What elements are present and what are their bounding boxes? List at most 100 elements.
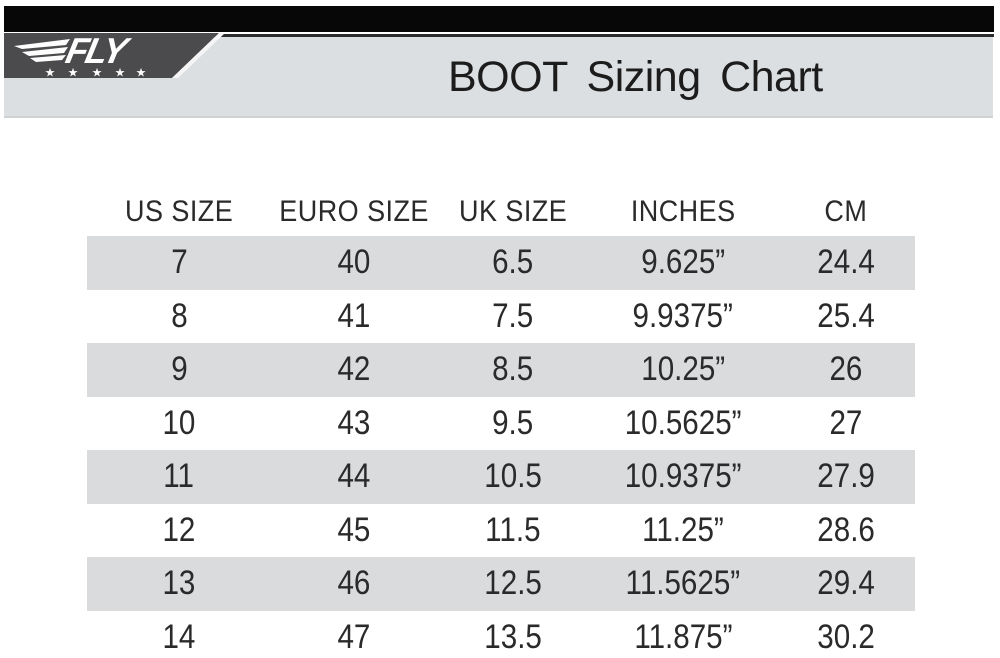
table-cell-value: 13.5 xyxy=(484,617,542,656)
table-cell: 10.25” xyxy=(589,343,777,397)
table-cell-value: 11.25” xyxy=(642,510,724,549)
table-cell-value: 9.625” xyxy=(641,243,725,282)
table-cell-value: 10 xyxy=(162,403,196,442)
table-row: 10 43 9.5 10.5625” 27 xyxy=(87,397,915,451)
table-cell: 11.25” xyxy=(589,504,777,558)
table-cell-value: 9.5 xyxy=(492,403,534,442)
table-cell-value: 27 xyxy=(829,403,863,442)
table-cell-value: 10.25” xyxy=(641,350,725,389)
table-cell-value: 41 xyxy=(337,296,371,335)
table-cell: 27 xyxy=(777,397,915,451)
table-cell: 28.6 xyxy=(777,504,915,558)
table-cell-value: 11.875” xyxy=(633,617,733,656)
table-cell: 10.9375” xyxy=(589,450,777,504)
table-cell-value: 10.9375” xyxy=(624,457,742,496)
table-row: 12 45 11.5 11.25” 28.6 xyxy=(87,504,915,558)
column-header-cm: CM xyxy=(777,188,915,236)
table-cell: 9.9375” xyxy=(589,290,777,344)
table-cell-value: 9.9375” xyxy=(632,296,734,335)
table-row: 8 41 7.5 9.9375” 25.4 xyxy=(87,290,915,344)
table-row: 7 40 6.5 9.625” 24.4 xyxy=(87,236,915,290)
star-icon: ★ xyxy=(45,66,56,79)
wing-icon xyxy=(14,39,70,62)
table-cell: 13.5 xyxy=(437,611,589,658)
table-cell: 7 xyxy=(87,236,271,290)
table-body: 7 40 6.5 9.625” 24.4 8 41 7.5 9.9375” 25.4 9 42 8.5 1… xyxy=(87,236,915,658)
table-cell-value: 14 xyxy=(162,617,196,656)
table-cell: 44 xyxy=(271,450,437,504)
table-cell: 11.5 xyxy=(437,504,589,558)
table-cell-value: 27.9 xyxy=(817,457,875,496)
table-cell: 42 xyxy=(271,343,437,397)
star-icon: ★ xyxy=(136,66,147,79)
table-cell: 9.625” xyxy=(589,236,777,290)
table-cell-value: 47 xyxy=(337,617,371,656)
table-row: 14 47 13.5 11.875” 30.2 xyxy=(87,611,915,658)
table-cell: 11.875” xyxy=(589,611,777,658)
table-cell-value: 9 xyxy=(170,350,188,389)
table-cell-value: 25.4 xyxy=(817,296,875,335)
table-cell: 26 xyxy=(777,343,915,397)
logo-banner-edge-highlight xyxy=(172,33,225,78)
column-header-label: EURO SIZE xyxy=(279,195,429,228)
table-cell-value: 6.5 xyxy=(492,243,534,282)
column-header-inches: INCHES xyxy=(589,188,777,236)
table-cell: 46 xyxy=(271,557,437,611)
table-cell-value: 8.5 xyxy=(492,350,534,389)
table-cell-value: 40 xyxy=(337,243,371,282)
table-cell-value: 11.5625” xyxy=(625,564,741,603)
table-cell-value: 7.5 xyxy=(492,296,534,335)
table-cell: 14 xyxy=(87,611,271,658)
header-rule xyxy=(4,34,994,37)
table-cell-value: 7 xyxy=(170,243,188,282)
table-cell: 10.5 xyxy=(437,450,589,504)
table-cell-value: 10.5 xyxy=(484,457,542,496)
star-icon: ★ xyxy=(115,66,126,79)
table-cell: 43 xyxy=(271,397,437,451)
table-cell: 10 xyxy=(87,397,271,451)
table-cell-value: 8 xyxy=(170,296,188,335)
table-cell-value: 44 xyxy=(337,457,371,496)
table-cell: 29.4 xyxy=(777,557,915,611)
table-cell: 9 xyxy=(87,343,271,397)
table-cell: 8.5 xyxy=(437,343,589,397)
column-header-euro-size: EURO SIZE xyxy=(271,188,437,236)
table-cell: 6.5 xyxy=(437,236,589,290)
table-cell-value: 11.5 xyxy=(485,510,541,549)
table-cell-value: 29.4 xyxy=(817,564,875,603)
table-cell: 30.2 xyxy=(777,611,915,658)
table-cell: 41 xyxy=(271,290,437,344)
table-cell: 45 xyxy=(271,504,437,558)
logo-stars-row: ★ ★ ★ ★ ★ xyxy=(45,66,147,79)
table-row: 13 46 12.5 11.5625” 29.4 xyxy=(87,557,915,611)
table-cell: 12 xyxy=(87,504,271,558)
table-row: 9 42 8.5 10.25” 26 xyxy=(87,343,915,397)
column-header-label: INCHES xyxy=(630,195,736,228)
table-cell-value: 45 xyxy=(337,510,371,549)
table-cell: 11.5625” xyxy=(589,557,777,611)
table-cell: 40 xyxy=(271,236,437,290)
table-cell-value: 28.6 xyxy=(817,510,875,549)
table-cell: 47 xyxy=(271,611,437,658)
table-row: 11 44 10.5 10.9375” 27.9 xyxy=(87,450,915,504)
star-icon: ★ xyxy=(92,66,103,79)
table-cell-value: 12 xyxy=(162,510,196,549)
column-header-label: UK SIZE xyxy=(458,195,568,228)
star-icon: ★ xyxy=(68,66,79,79)
top-black-bar xyxy=(4,6,994,32)
table-cell-value: 10.5625” xyxy=(624,403,742,442)
table-cell: 27.9 xyxy=(777,450,915,504)
fly-logo: FLY ★ ★ ★ ★ ★ xyxy=(4,32,225,79)
table-cell: 11 xyxy=(87,450,271,504)
table-header-row: US SIZE EURO SIZE UK SIZE INCHES CM xyxy=(87,188,915,236)
table-cell: 12.5 xyxy=(437,557,589,611)
table-cell: 13 xyxy=(87,557,271,611)
table-cell-value: 43 xyxy=(337,403,371,442)
table-cell-value: 24.4 xyxy=(817,243,875,282)
column-header-label: US SIZE xyxy=(124,195,234,228)
column-header-label: CM xyxy=(824,195,868,228)
column-header-us-size: US SIZE xyxy=(87,188,271,236)
table-cell-value: 13 xyxy=(162,564,196,603)
page-title: BOOT Sizing Chart xyxy=(448,53,823,101)
